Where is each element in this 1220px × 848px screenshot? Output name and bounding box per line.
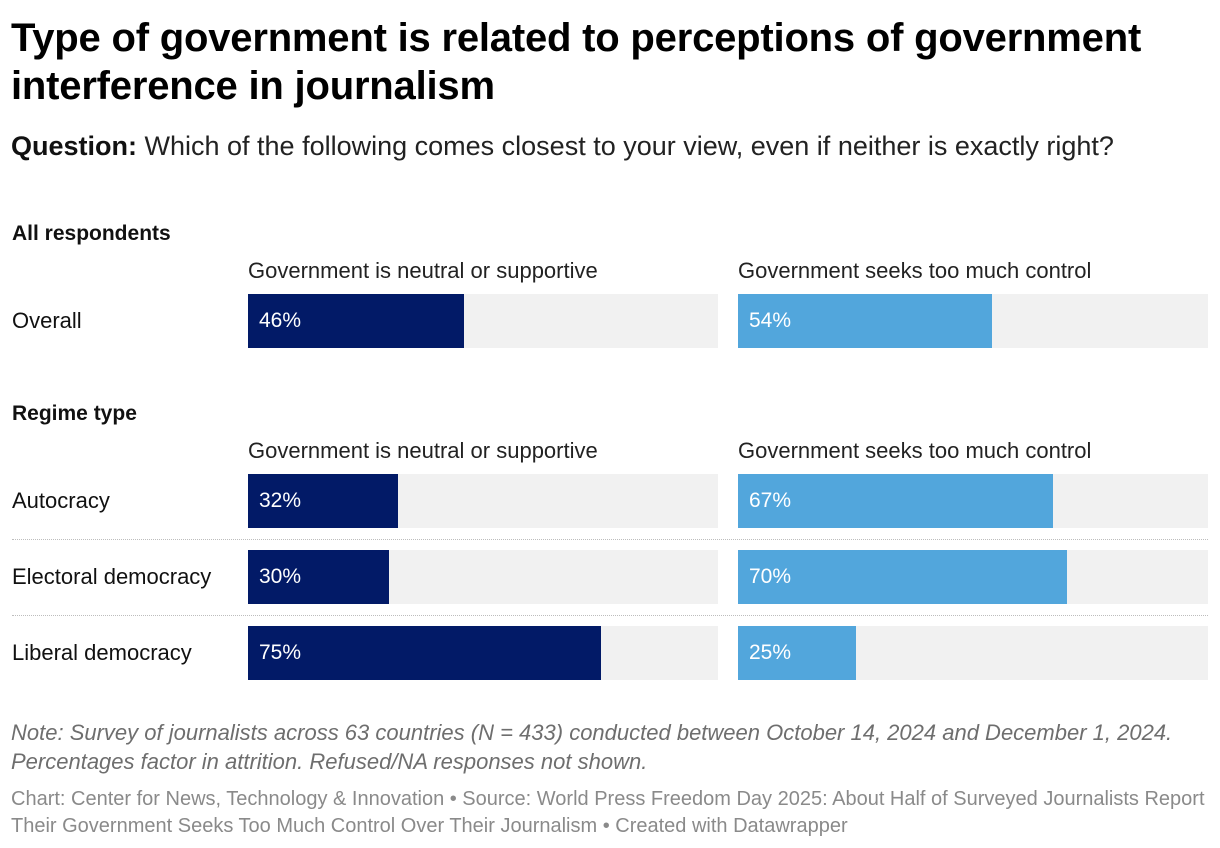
column-header-neutral: Government is neutral or supportive [248, 438, 598, 463]
bar-value-label: 25% [749, 641, 792, 664]
bar-neutral: 30% [248, 550, 389, 604]
row-divider [12, 615, 1208, 616]
bar-track-control: 67% [738, 474, 1208, 528]
bar-neutral: 32% [248, 474, 399, 528]
bar-value-label: 75% [259, 641, 302, 664]
bar-track-neutral: 46% [248, 294, 718, 348]
bar-track-neutral: 75% [248, 626, 718, 680]
column-header-control: Government seeks too much control [738, 258, 1092, 283]
group-label: All respondents [12, 222, 171, 245]
group-label: Regime type [12, 402, 137, 425]
bar-neutral: 75% [248, 626, 601, 680]
row-label: Electoral democracy [12, 564, 212, 589]
bar-value-label: 32% [259, 489, 302, 512]
bar-value-label: 46% [259, 309, 302, 332]
bar-track-neutral: 30% [248, 550, 718, 604]
column-header-control: Government seeks too much control [738, 438, 1092, 463]
chart-title: Type of government is related to percept… [11, 16, 1142, 108]
row-label: Overall [12, 308, 82, 333]
column-header-neutral: Government is neutral or supportive [248, 258, 598, 283]
bar-control: 67% [738, 474, 1053, 528]
row-label: Liberal democracy [12, 640, 192, 665]
bar-value-label: 54% [749, 309, 792, 332]
question-text: Which of the following comes closest to … [137, 131, 1114, 161]
bar-value-label: 30% [259, 565, 302, 588]
bar-control: 70% [738, 550, 1067, 604]
bar-track-control: 70% [738, 550, 1208, 604]
chart-note: Note: Survey of journalists across 63 co… [11, 720, 1173, 774]
bar-neutral: 46% [248, 294, 465, 348]
row-label: Autocracy [12, 488, 110, 513]
bar-value-label: 70% [749, 565, 792, 588]
bar-control: 54% [738, 294, 992, 348]
question-label: Question: [11, 131, 137, 161]
bar-control: 25% [738, 626, 856, 680]
bar-value-label: 67% [749, 489, 792, 512]
bar-track-neutral: 32% [248, 474, 718, 528]
bar-track-control: 25% [738, 626, 1208, 680]
bar-track-control: 54% [738, 294, 1208, 348]
row-divider [12, 539, 1208, 540]
chart-footer: Chart: Center for News, Technology & Inn… [11, 788, 1205, 837]
chart-subtitle: Question: Which of the following comes c… [11, 129, 1114, 163]
